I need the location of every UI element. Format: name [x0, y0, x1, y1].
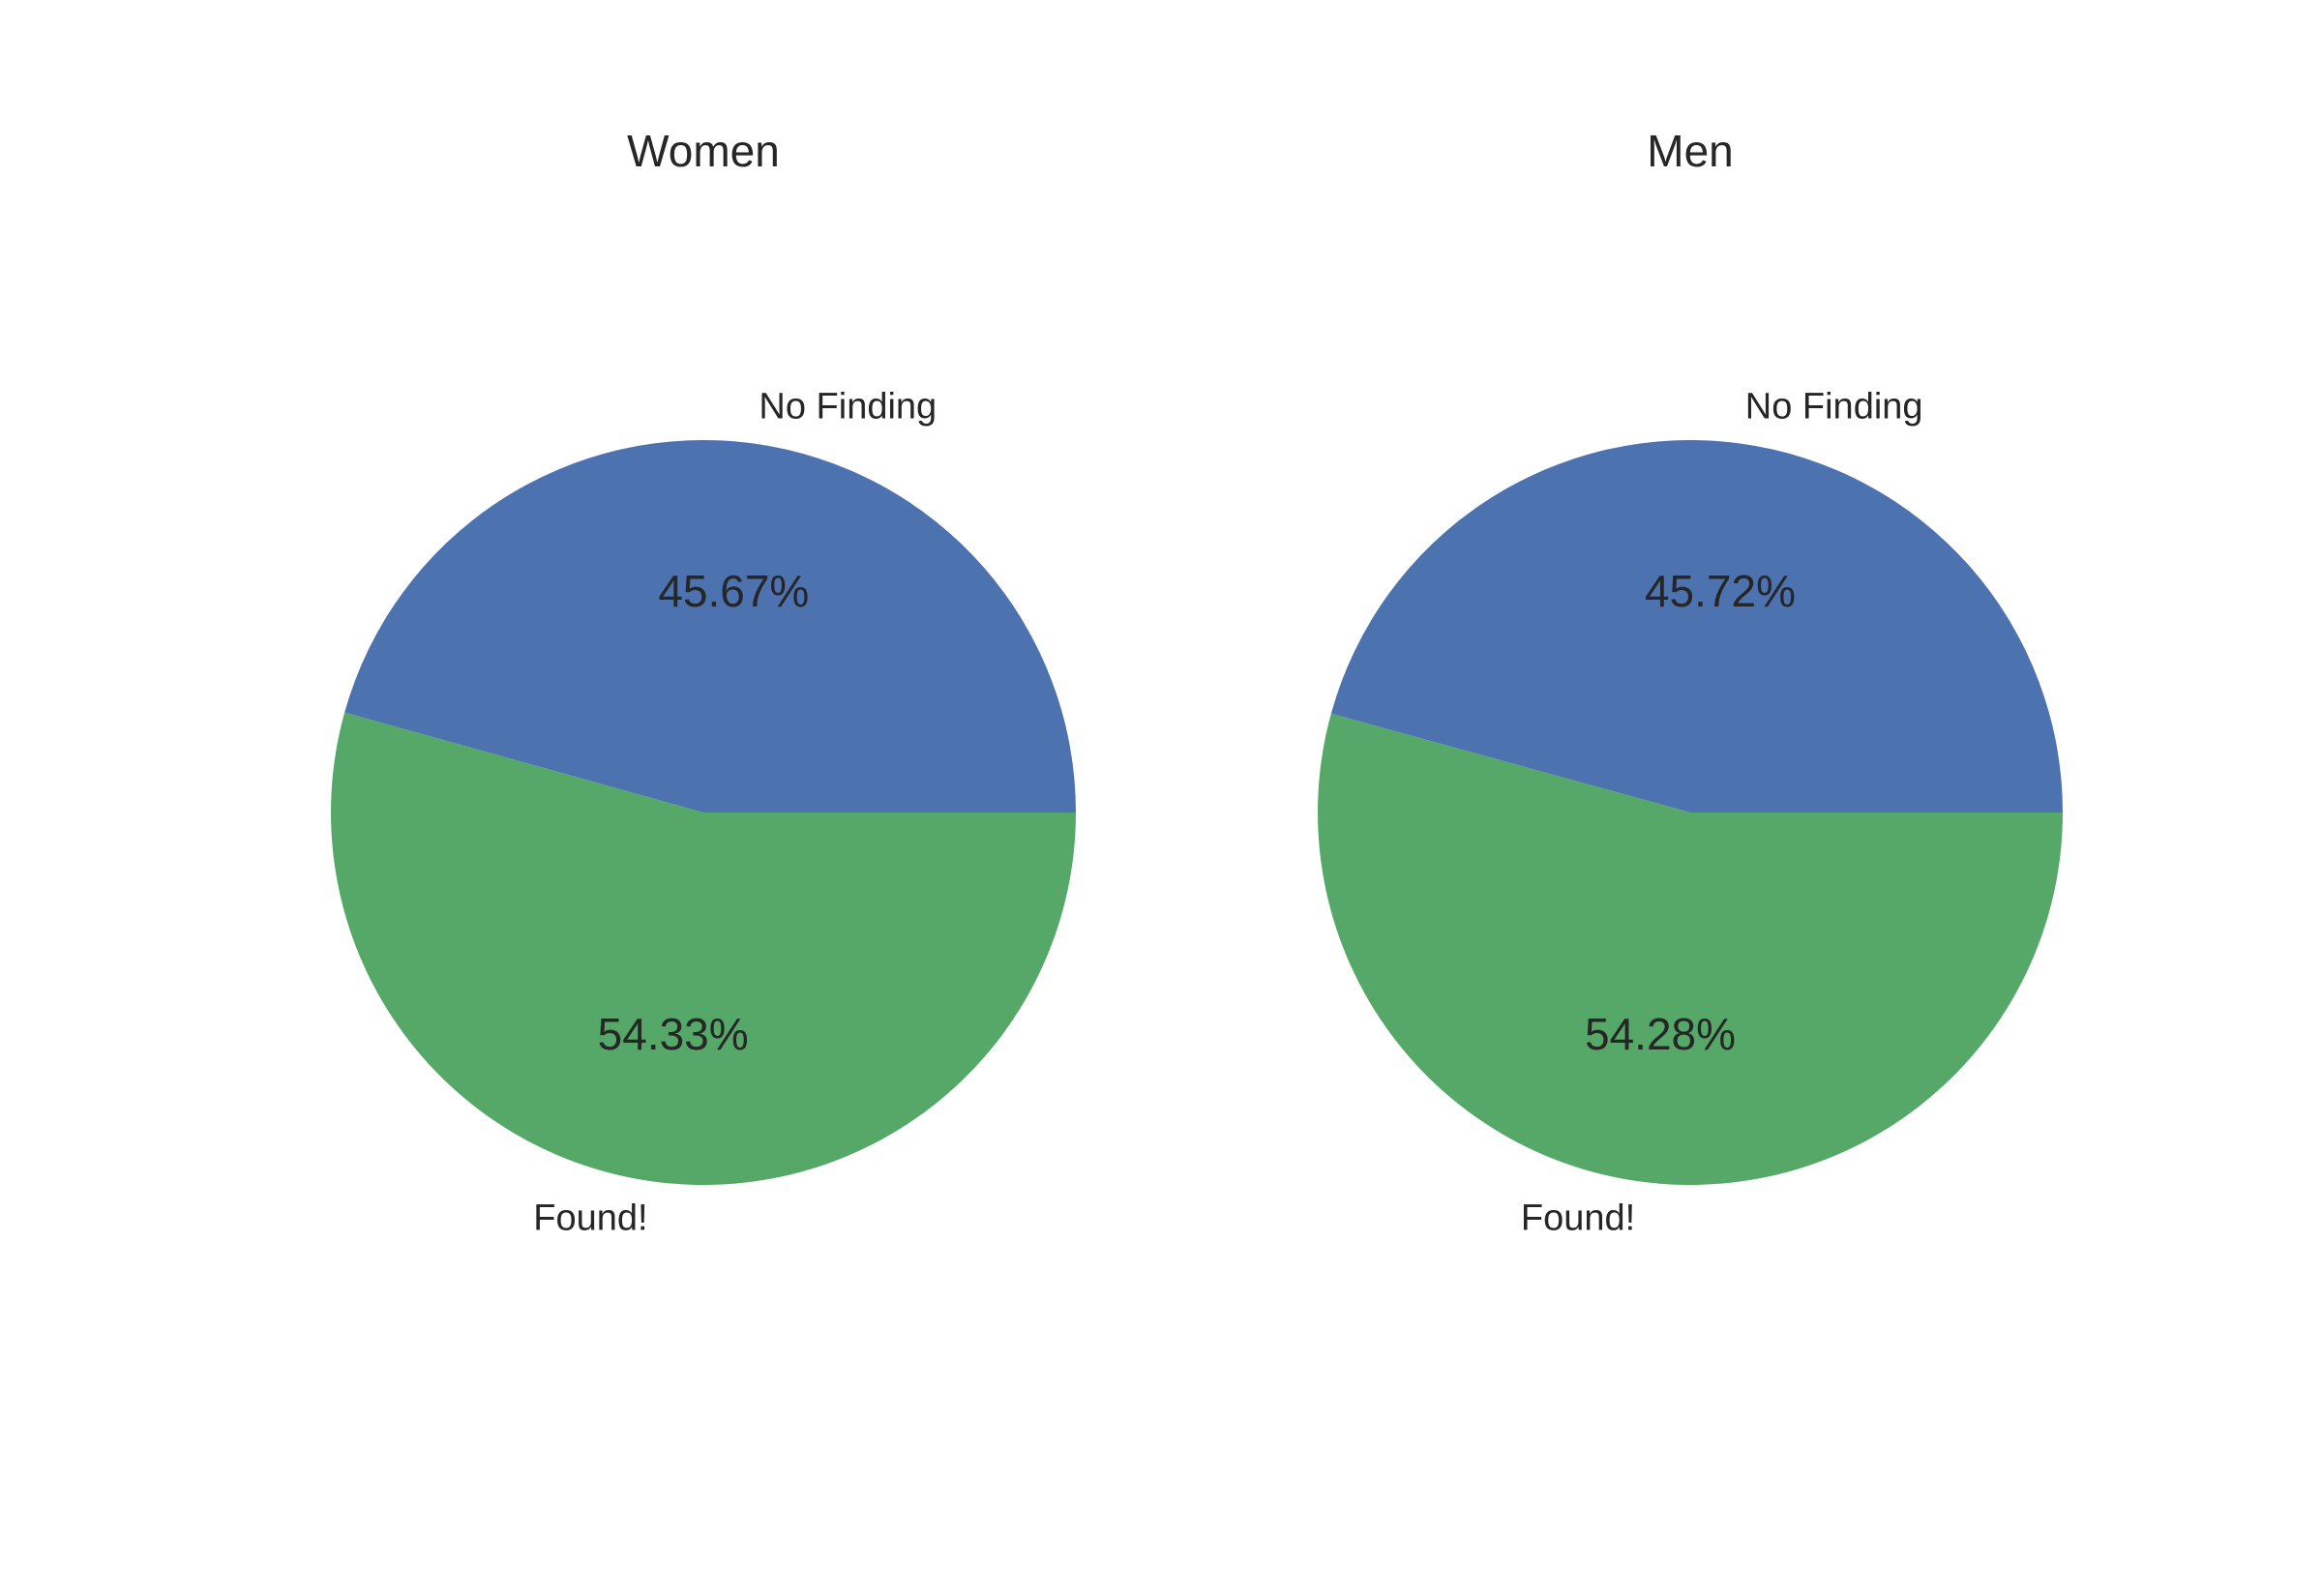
chart-title: Women [627, 126, 780, 176]
pie-slice-found [330, 712, 1076, 1186]
slice-percent-no-finding: 45.72% [1645, 566, 1796, 616]
slice-label-found: Found! [1521, 1198, 1635, 1239]
chart-title: Men [1647, 126, 1733, 176]
slice-label-no-finding: No Finding [1745, 386, 1923, 427]
pie-chart-women: Women No Finding Found! 45.67% 54.33% [330, 126, 1076, 1239]
slice-percent-found: 54.28% [1585, 1009, 1736, 1059]
pie-chart-men: Men No Finding Found! 45.72% 54.28% [1317, 126, 2063, 1239]
pie-slice-no-finding [344, 440, 1076, 813]
slice-label-found: Found! [533, 1198, 647, 1239]
slice-label-no-finding: No Finding [759, 386, 937, 427]
slice-percent-no-finding: 45.67% [658, 566, 809, 616]
slice-percent-found: 54.33% [598, 1009, 749, 1059]
pie-slice-found [1317, 713, 2063, 1186]
pie-slice-no-finding [1330, 440, 2063, 813]
